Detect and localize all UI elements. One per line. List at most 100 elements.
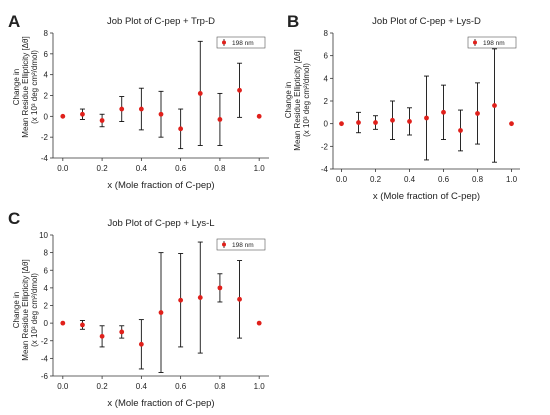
data-point <box>492 103 497 108</box>
x-axis-label: x (Mole fraction of C-pep) <box>373 191 480 202</box>
y-axis-label-line-2: Mean Residue Ellipticity [Δθ] <box>21 259 30 360</box>
legend-label: 198 nm <box>483 40 505 47</box>
data-point <box>356 120 361 125</box>
y-axis-label-line-2: Mean Residue Ellipticity [Δθ] <box>21 36 30 137</box>
y-axis-label-line-3: (x 10³ deg cm²/dmol) <box>30 50 39 124</box>
x-tick-label: 0.0 <box>336 175 348 184</box>
y-tick-label: 4 <box>44 284 49 293</box>
x-tick-label: 0.2 <box>370 175 382 184</box>
data-point <box>458 128 463 133</box>
x-axis-label: x (Mole fraction of C-pep) <box>107 398 214 409</box>
chart-job-plot-trp-d: Job Plot of C-pep + Trp-D -4 -2 0 2 4 6 8 0.0 0.2… <box>41 16 269 191</box>
x-axis-label: x (Mole fraction of C-pep) <box>107 180 214 191</box>
data-point <box>158 111 164 117</box>
data-point <box>424 115 429 121</box>
data-point <box>509 121 514 127</box>
data-point <box>138 341 144 347</box>
legend-marker <box>222 242 226 247</box>
chart-title: Job Plot of C-pep + Lys-L <box>107 218 214 229</box>
x-tick-label: 0.8 <box>472 175 484 184</box>
panel-a: A Change in Mean Residue Ellipticity [Δθ… <box>8 12 269 191</box>
data-point <box>138 106 144 112</box>
y-tick-label: -4 <box>321 165 329 174</box>
x-tick-label: 0.6 <box>175 382 187 391</box>
y-axis-label-line-2: Mean Residue Ellipticity [Δθ] <box>293 49 302 150</box>
chart-title: Job Plot of C-pep + Trp-D <box>107 16 215 27</box>
y-tick-label: -6 <box>41 372 49 381</box>
panel-letter: A <box>8 12 20 31</box>
x-tick-label: 0.8 <box>214 382 226 391</box>
legend-box <box>467 36 517 49</box>
x-tick-label: 0.6 <box>175 164 187 173</box>
data-point <box>256 113 262 119</box>
y-tick-label: -4 <box>41 154 49 163</box>
y-tick-label: 6 <box>324 52 329 61</box>
data-point <box>60 320 66 326</box>
panel-letter: C <box>8 209 20 228</box>
legend-box <box>216 36 266 49</box>
x-tick-label: 0.0 <box>57 382 69 391</box>
data-point <box>390 117 395 123</box>
data-point <box>441 109 446 115</box>
y-tick-label: 8 <box>44 249 49 258</box>
chart-job-plot-lys-d: Job Plot of C-pep + Lys-D -4 -2 0 2 4 6 8 0.0 0.2… <box>321 16 520 202</box>
chart-job-plot-lys-l: Job Plot of C-pep + Lys-L -6 -4 -2 0 2 4 6 8 10 0.… <box>39 218 269 409</box>
y-axis-label-line-1: Change in <box>284 82 293 118</box>
data-point <box>60 113 66 119</box>
data-point <box>119 329 125 335</box>
y-tick-label: 0 <box>324 120 329 129</box>
data-point <box>237 296 242 302</box>
x-tick-label: 1.0 <box>506 175 518 184</box>
y-tick-label: 4 <box>44 71 49 80</box>
x-tick-label: 1.0 <box>254 164 266 173</box>
y-tick-label: -2 <box>41 133 49 142</box>
data-point <box>80 322 85 328</box>
data-point <box>119 106 125 112</box>
data-point <box>475 111 480 116</box>
y-tick-label: 2 <box>324 97 329 106</box>
panel-c: C Change in Mean Residue Ellipticity [Δθ… <box>8 209 269 409</box>
x-tick-label: 0.0 <box>57 164 69 173</box>
data-point <box>158 310 164 315</box>
data-point <box>256 320 262 326</box>
data-point <box>99 118 105 123</box>
data-point <box>197 295 203 300</box>
legend-label: 198 nm <box>232 242 254 249</box>
y-tick-label: 8 <box>44 29 49 38</box>
y-tick-label: -4 <box>41 354 49 363</box>
data-point <box>217 117 223 122</box>
x-tick-label: 0.4 <box>136 164 148 173</box>
x-tick-label: 0.8 <box>214 164 226 173</box>
y-tick-label: -2 <box>41 337 49 346</box>
y-tick-label: 0 <box>44 319 49 328</box>
data-point <box>99 333 105 339</box>
data-point <box>197 91 203 96</box>
data-point <box>339 121 344 127</box>
y-tick-label: 0 <box>44 112 49 121</box>
data-point <box>373 120 378 125</box>
y-tick-label: 4 <box>324 74 329 83</box>
data-point <box>407 119 412 124</box>
y-axis-label-line-1: Change in <box>12 292 21 328</box>
data-point <box>178 126 184 132</box>
y-tick-label: 6 <box>44 266 49 275</box>
x-tick-label: 1.0 <box>254 382 266 391</box>
x-tick-label: 0.4 <box>136 382 148 391</box>
panel-b: B Change in Mean Residue Ellipticity [Δθ… <box>284 12 520 202</box>
data-point <box>80 111 85 117</box>
y-tick-label: 10 <box>39 231 48 240</box>
data-point <box>178 297 184 303</box>
y-axis-label-line-3: (x 10³ deg cm²/dmol) <box>302 63 311 137</box>
y-tick-label: 6 <box>44 50 49 59</box>
panel-letter: B <box>287 12 299 31</box>
x-tick-label: 0.2 <box>97 164 109 173</box>
legend-label: 198 nm <box>232 40 254 47</box>
chart-title: Job Plot of C-pep + Lys-D <box>372 16 481 27</box>
data-point <box>237 87 242 93</box>
x-tick-label: 0.4 <box>404 175 416 184</box>
y-tick-label: 2 <box>44 92 49 101</box>
y-tick-label: 2 <box>44 302 49 311</box>
legend-marker <box>222 40 226 45</box>
y-axis-label-line-1: Change in <box>12 69 21 105</box>
y-tick-label: -2 <box>321 142 329 151</box>
